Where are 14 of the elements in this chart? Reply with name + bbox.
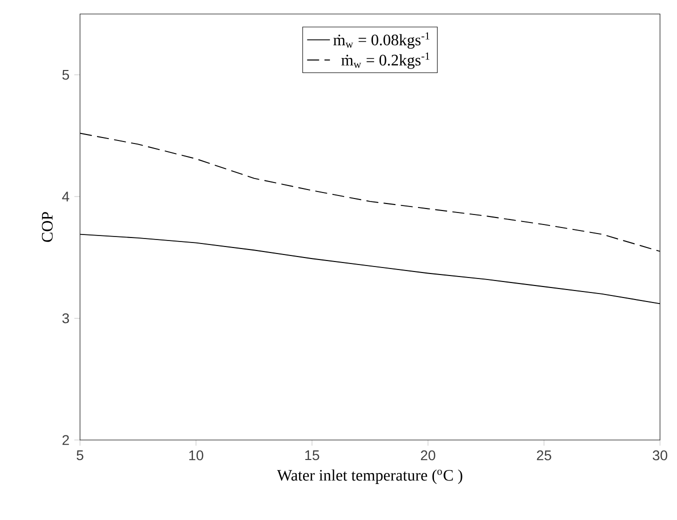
x-tick-label: 5 [76,450,84,460]
y-axis-title: COP [42,212,53,242]
x-axis-title: Water inlet temperature ($^{o}$C ) [277,469,462,484]
y-tick-label: 4 [62,192,70,202]
x-tick-label: 25 [536,450,552,460]
y-tick-label: 5 [62,70,70,80]
x-tick-label: 20 [420,450,436,460]
x-tick-label: 30 [652,450,668,460]
legend-label: ṁ$_{w}$ = 0.08kgs$^{-1}$ [333,32,430,49]
legend-label: ṁ$_{w}$ = 0.2kgs$^{-1}$ [341,52,430,69]
y-tick-label: 2 [62,435,69,445]
x-tick-label: 10 [189,450,204,460]
x-tick-label: 15 [305,450,320,460]
y-tick-label: 3 [62,313,69,324]
